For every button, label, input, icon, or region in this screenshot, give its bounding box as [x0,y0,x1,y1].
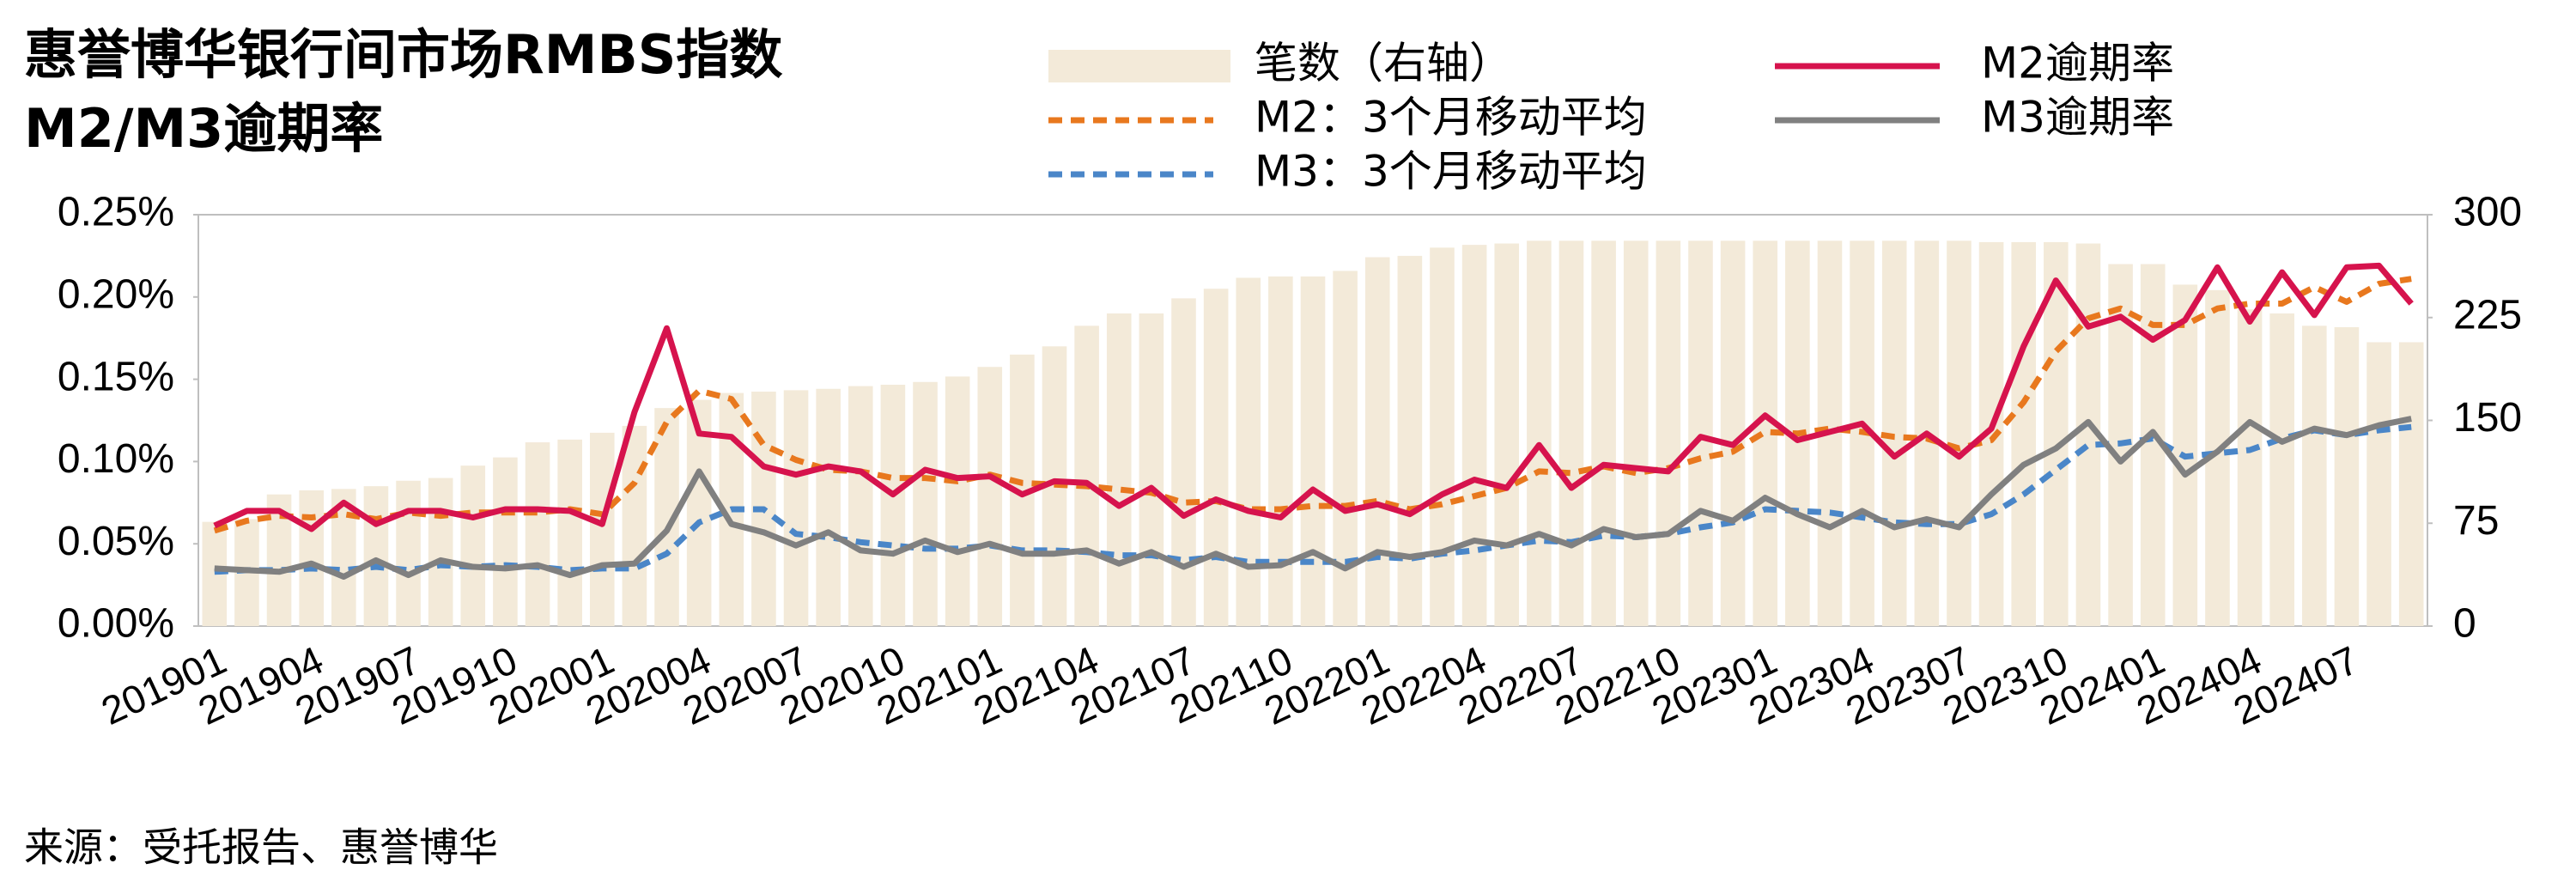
bar [686,399,712,626]
bar [1720,240,1746,626]
y-tick-label: 0.10% [58,436,174,482]
bar [2011,241,2037,626]
bar [460,465,486,626]
bar [557,439,582,626]
bar [1656,240,1681,626]
legend-swatch [1048,50,1230,82]
bar [1300,276,1326,626]
chart-subtitle: M2/M3逾期率 [24,97,383,160]
bar [1430,247,1455,626]
bar [2302,325,2327,626]
y-tick-label: 0.15% [58,354,174,399]
bar [1397,255,1423,626]
bar [1623,240,1649,626]
bar [1947,240,1971,626]
bar [2366,342,2391,626]
y2-tick-label: 0 [2453,601,2476,647]
bar [363,486,389,626]
bar [589,432,615,626]
line [213,262,2414,532]
bar [977,367,1003,626]
bar [2044,241,2069,626]
line [214,416,2412,580]
bar [525,442,550,626]
legend-label: M3逾期率 [1981,93,2174,143]
chart-title: 惠誉博华银行间市场RMBS指数 [24,23,782,86]
y2-tick-label: 75 [2453,498,2499,544]
y2-tick-label: 150 [2453,395,2522,441]
bar [299,490,324,626]
legend-label: M2：3个月移动平均 [1255,93,1647,143]
bar [1527,240,1552,626]
bar [945,376,970,626]
bar [428,477,453,626]
bar [1688,240,1713,626]
y-tick-label: 0.05% [58,519,174,564]
legend-label: M2逾期率 [1981,39,2174,88]
bar [1268,276,1293,626]
line [213,276,2412,534]
y-tick-label: 0.20% [58,271,174,317]
legend-label: 笔数（右轴） [1255,39,1512,88]
y-tick-label: 0.00% [58,601,174,647]
bar [1364,257,1390,626]
bar [493,457,518,626]
bar [1333,271,1358,626]
bar [2269,313,2294,626]
y2-tick-label: 300 [2453,190,2522,235]
bar [1171,298,1196,626]
bar [2398,342,2424,626]
bar [622,425,647,626]
y-tick-label: 0.25% [58,190,174,235]
bar [848,386,873,626]
bar [1236,277,1261,626]
bar [1139,313,1164,626]
bar [1558,240,1584,626]
bar [913,381,938,626]
source-note: 来源：受托报告、惠誉博华 [24,824,498,871]
bar [816,388,841,626]
bar [396,480,421,626]
y2-tick-label: 225 [2453,292,2522,338]
bar [880,384,906,626]
bar [1494,243,1520,626]
bar [2237,309,2263,626]
bar [2334,326,2360,626]
bar [1461,245,1487,626]
bar [1074,325,1099,626]
bar [1106,313,1132,626]
bar [1591,240,1616,626]
legend-label: M3：3个月移动平均 [1255,147,1647,197]
bar [1203,289,1229,626]
bar [783,390,809,626]
